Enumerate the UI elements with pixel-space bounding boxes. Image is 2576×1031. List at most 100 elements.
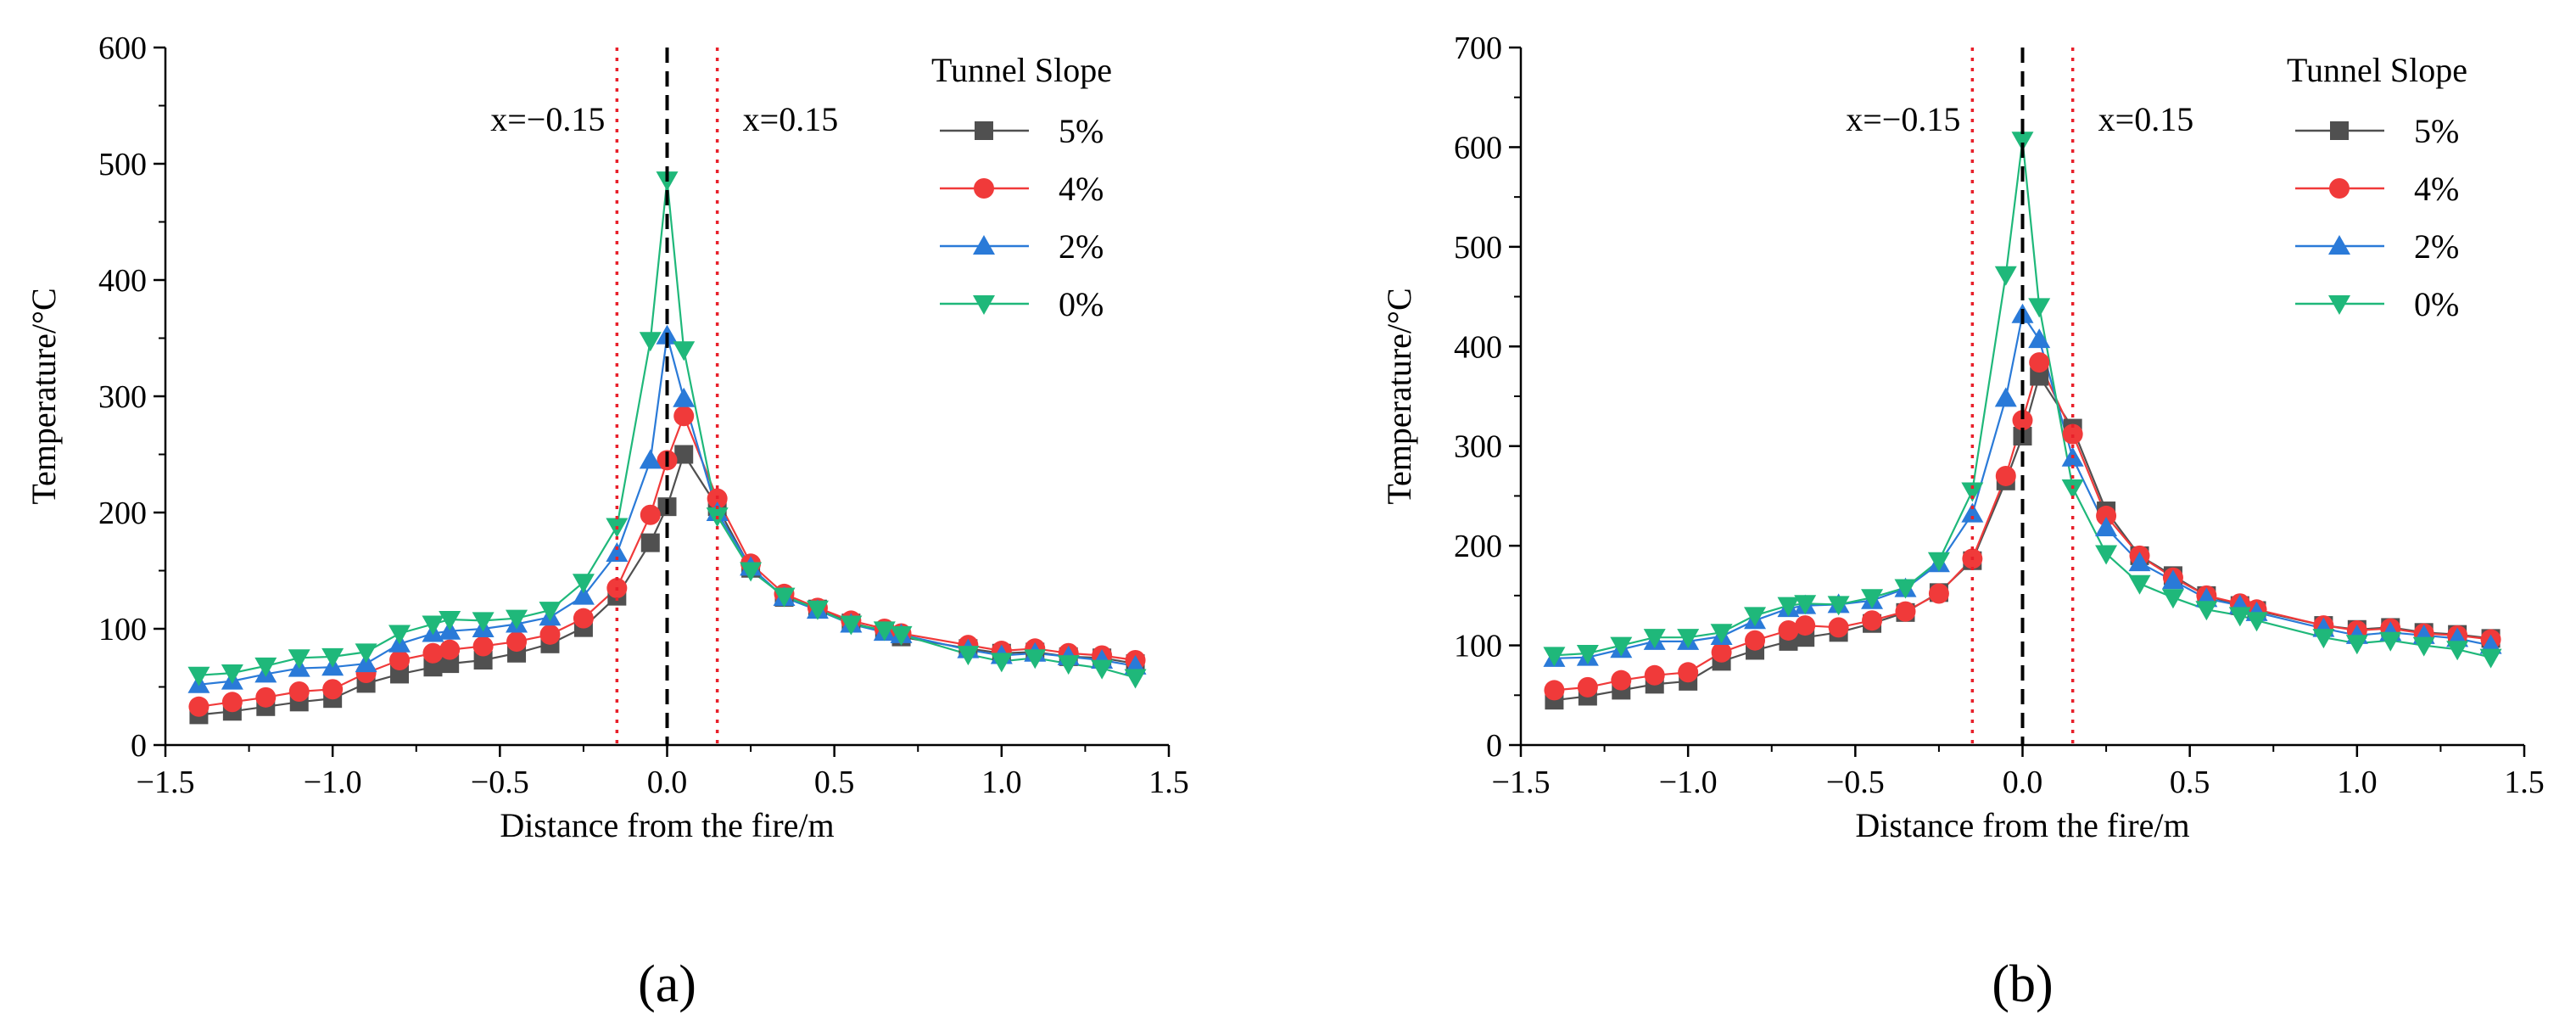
legend-swatch-marker [2330,121,2349,140]
x-tick-label: 1.0 [981,765,1022,800]
x-tick-label: −1.0 [1659,765,1718,800]
reference-lines [615,48,719,745]
data-point-0pct [1091,659,1114,680]
data-point-0pct [773,587,796,608]
ref-label-left: x=−0.15 [1846,100,1960,138]
x-tick-label: −1.5 [1492,765,1551,800]
legend-label: 0% [1059,285,1104,323]
data-point-4pct [573,608,594,629]
data-point-0pct [1124,669,1147,689]
data-point-0pct [321,647,344,668]
data-point-4pct [1895,601,1916,622]
legend-swatch-marker [975,121,993,140]
data-point-5pct [473,650,493,670]
x-tick-label: −0.5 [1826,765,1885,800]
legend-title: Tunnel Slope [931,51,1112,89]
data-point-0pct [1024,649,1047,670]
ref-label-left: x=−0.15 [490,100,605,138]
legend-title: Tunnel Slope [2287,51,2467,89]
data-point-0pct [2128,574,2151,595]
data-point-5pct [440,654,460,674]
data-point-0pct [639,332,662,352]
data-point-0pct [422,615,444,636]
data-point-4pct [1862,610,1883,631]
legend-swatch-marker [973,235,995,255]
data-point-0pct [388,625,411,645]
data-point-2pct [1994,387,2017,407]
data-point-4pct [472,636,494,657]
data-point-4pct [322,679,344,700]
legend-label: 2% [2414,227,2459,266]
legend-entry-4pct: 4% [940,170,1104,208]
x-tick-label: 1.5 [2504,765,2545,800]
y-axis-title: Temperature/°C [25,288,63,504]
x-tick-label: −1.5 [137,765,195,800]
data-point-0pct [957,646,980,666]
data-point-2pct [572,585,595,605]
ref-label-right: x=0.15 [743,100,839,138]
data-point-0pct [1610,636,1633,657]
data-point-5pct [423,658,443,677]
data-point-4pct [1995,465,2016,486]
x-tick-label: 1.5 [1148,765,1189,800]
data-point-0pct [187,666,210,686]
data-point-0pct [1057,655,1080,675]
data-point-0pct [1894,579,1917,599]
legend-swatch-marker [2328,295,2350,315]
legend-label: 4% [2414,170,2459,208]
legend-label: 4% [1059,170,1104,208]
data-point-0pct [2061,479,2084,500]
data-point-4pct [2096,505,2117,526]
data-point-4pct [188,696,210,717]
data-point-4pct [288,681,310,702]
y-tick-label: 200 [1454,529,1502,564]
data-point-0pct [2228,607,2251,627]
data-point-0pct [355,643,377,664]
data-point-4pct [389,649,411,670]
y-axis-title: Temperature/°C [1380,288,1418,504]
panel-label: (a) [638,955,696,1013]
data-point-4pct [640,504,661,525]
data-point-2pct [606,541,629,562]
data-point-0pct [539,602,562,622]
data-point-0pct [1643,629,1666,649]
legend-entry-5pct: 5% [940,112,1104,150]
legend-label: 2% [1059,227,1104,266]
data-point-0pct [1744,607,1767,627]
y-tick-label: 600 [1454,130,1502,165]
data-point-0pct [2095,545,2118,565]
series-marks [1543,132,2502,710]
ticks: −1.5 −1.0 −0.5 0.0 0.5 1.0 1.5 0 100 200 300 400 500… [1454,31,2545,800]
legend-swatch-marker [2329,178,2350,199]
y-tick-label: 500 [98,147,147,182]
data-point-0pct [254,657,277,677]
y-tick-label: 400 [1454,329,1502,365]
ticks: −1.5 −1.0 −0.5 0.0 0.5 1.0 1.5 0 100 200 300 400 500… [98,31,1189,800]
data-point-2pct [673,387,696,407]
data-point-0pct [2412,636,2435,657]
data-point-0pct [840,615,863,636]
legend-entry-0pct: 0% [940,285,1104,323]
y-tick-label: 0 [1486,728,1502,764]
legend-entry-2pct: 2% [2295,227,2459,266]
legend-label: 5% [1059,112,1104,150]
data-point-4pct [1828,617,1849,638]
data-point-0pct [2379,631,2402,652]
x-tick-label: −0.5 [471,765,529,800]
legend-entry-2pct: 2% [940,227,1104,266]
data-point-4pct [1611,670,1632,691]
data-point-0pct [1777,597,1800,617]
data-point-0pct [1576,644,1599,664]
y-tick-label: 100 [98,612,147,647]
data-point-0pct [1827,596,1850,616]
data-point-4pct [1678,662,1699,683]
panel-label: (b) [1992,955,2053,1013]
data-point-4pct [1544,680,1565,701]
data-point-2pct [2161,569,2184,590]
data-point-4pct [221,692,243,713]
data-point-0pct [1961,482,1984,502]
data-point-4pct [1711,642,1732,663]
legend-swatch-marker [2328,235,2350,255]
data-point-2pct [2128,552,2151,572]
ref-label-right: x=0.15 [2098,100,2194,138]
